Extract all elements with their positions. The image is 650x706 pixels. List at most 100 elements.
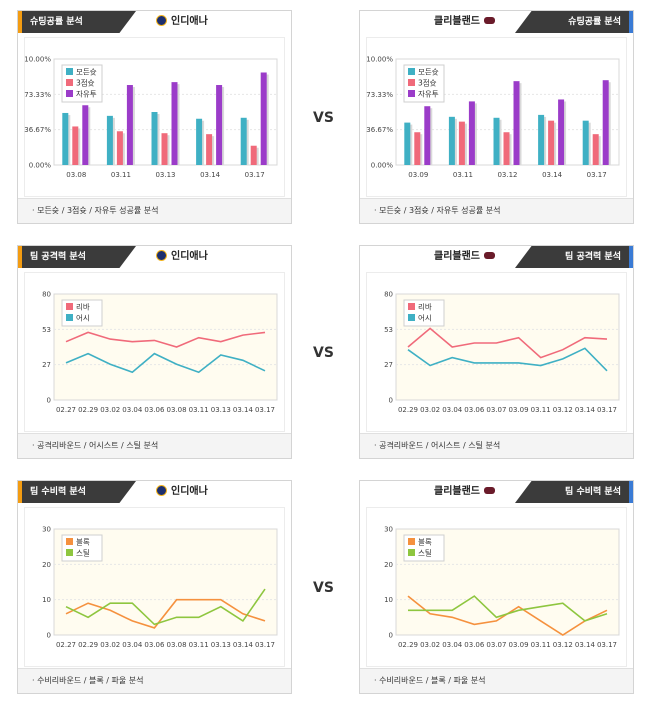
y-tick-label: 53 — [384, 326, 393, 334]
series-line-어시 — [65, 352, 266, 374]
bar-자유투 — [216, 85, 223, 165]
bar-3점슛 — [592, 134, 599, 165]
bar-3점슛 — [206, 134, 213, 165]
x-tick-label: 03.17 — [587, 171, 607, 179]
y-tick-label: 20 — [384, 561, 393, 569]
pacers-logo-icon — [156, 485, 167, 496]
bar-자유투 — [424, 106, 431, 165]
x-tick-label: 03.04 — [442, 641, 463, 649]
panel-footer-note: · 모든슛 / 3점슛 / 자유투 성공률 분석 — [18, 198, 291, 223]
x-tick-label: 02.29 — [78, 406, 98, 414]
legend-label: 3점슛 — [418, 78, 437, 88]
x-tick-label: 03.07 — [486, 406, 506, 414]
series-line-리바 — [65, 331, 266, 348]
legend-label: 블록 — [418, 538, 432, 547]
x-tick-label: 02.29 — [78, 641, 98, 649]
team-name: 클리블랜드 — [434, 246, 495, 268]
x-tick-label: 03.12 — [497, 171, 517, 179]
panel-header: 슈팅공률 분석 인디애나 — [18, 11, 291, 33]
y-tick-label: 0 — [389, 632, 393, 640]
x-tick-label: 03.13 — [211, 641, 231, 649]
bar-자유투 — [513, 81, 520, 165]
x-tick-label: 03.13 — [155, 171, 175, 179]
x-tick-label: 03.02 — [100, 406, 120, 414]
defense-panel-right: 팀 수비력 분석 클리블랜드 30 20 10 0 02.29 03.02 03.04 03.06… — [359, 480, 634, 694]
panel-footer-note: · 공격리바운드 / 어시스트 / 스틸 분석 — [18, 433, 291, 458]
series-line-스틸 — [408, 595, 608, 622]
bar-자유투 — [468, 101, 475, 165]
y-tick-label: 30 — [384, 526, 393, 534]
vs-label: VS — [313, 345, 334, 361]
team-name: 인디애나 — [156, 481, 208, 503]
legend-swatch — [66, 538, 73, 545]
chart-area: 30 20 10 0 02.27 02.29 03.02 03.04 03.06 03.08 03.… — [24, 507, 285, 667]
x-tick-label: 02.29 — [398, 641, 418, 649]
section-title: 팀 공격력 분석 — [515, 246, 633, 268]
legend-label: 모든슛 — [76, 68, 97, 77]
x-tick-label: 03.07 — [486, 641, 506, 649]
x-tick-label: 03.17 — [255, 641, 275, 649]
legend-swatch — [408, 314, 415, 321]
legend-label: 스틸 — [76, 549, 90, 558]
y-tick-label: 36.67% — [366, 126, 393, 134]
team-name: 클리블랜드 — [434, 481, 495, 503]
bar-자유투 — [558, 99, 565, 165]
panel-header: 슈팅공률 분석 클리블랜드 — [360, 11, 633, 33]
team-name-text: 클리블랜드 — [434, 251, 480, 262]
x-tick-label: 03.17 — [245, 171, 265, 179]
x-tick-label: 03.11 — [531, 406, 551, 414]
team-name-text: 인디애나 — [171, 16, 208, 27]
x-tick-label: 03.11 — [453, 171, 473, 179]
x-tick-label: 03.08 — [167, 641, 187, 649]
y-tick-label: 73.33% — [24, 91, 51, 99]
x-tick-label: 03.12 — [553, 406, 573, 414]
x-tick-label: 03.17 — [255, 406, 275, 414]
y-tick-label: 20 — [42, 561, 51, 569]
x-tick-label: 03.09 — [509, 406, 529, 414]
bar-3점슛 — [503, 132, 510, 165]
x-tick-label: 03.09 — [408, 171, 428, 179]
x-tick-label: 03.14 — [575, 641, 596, 649]
chart-svg: 110.00% 73.33% 36.67% 0.00% 03.08 03.11 03.13 0… — [24, 56, 278, 179]
y-tick-label: 0 — [47, 632, 51, 640]
bar-모든슛 — [582, 120, 589, 165]
x-tick-label: 03.06 — [464, 406, 485, 414]
legend-label: 블록 — [76, 538, 90, 547]
bar-자유투 — [82, 105, 89, 165]
bar-3점슛 — [72, 126, 79, 165]
chart-area: 110.00% 73.33% 36.67% 0.00% 03.08 03.11 03.13 0… — [24, 37, 285, 197]
legend-label: 3점슛 — [76, 78, 95, 88]
legend-swatch — [408, 90, 415, 97]
y-tick-label: 73.33% — [366, 91, 393, 99]
chart-area: 30 20 10 0 02.29 03.02 03.04 03.06 03.07 03.09 03.… — [366, 507, 627, 667]
bar-모든슛 — [151, 112, 158, 165]
x-tick-label: 03.11 — [111, 171, 131, 179]
shooting-panel-left: 슈팅공률 분석 인디애나 110.00% 73.33% 36.67% 0.00% 03.08… — [17, 10, 292, 224]
pacers-logo-icon — [156, 15, 167, 26]
defense-panel-left: 팀 수비력 분석 인디애나 30 20 10 0 02.27 02.29 03.02 03.04 0… — [17, 480, 292, 694]
x-tick-label: 03.17 — [597, 406, 617, 414]
bar-모든슛 — [196, 118, 203, 165]
section-title: 팀 수비력 분석 — [18, 481, 136, 503]
team-name: 인디애나 — [156, 11, 208, 33]
y-tick-label: 110.00% — [24, 56, 51, 64]
team-name-text: 인디애나 — [171, 486, 208, 497]
vs-label: VS — [313, 580, 334, 596]
legend-swatch — [408, 538, 415, 545]
x-tick-label: 03.14 — [542, 171, 563, 179]
panel-header: 팀 공격력 분석 인디애나 — [18, 246, 291, 268]
legend-swatch — [66, 90, 73, 97]
y-tick-label: 0.00% — [371, 162, 394, 170]
team-name-text: 클리블랜드 — [434, 486, 480, 497]
legend-swatch — [66, 549, 73, 556]
panel-footer-note: · 공격리바운드 / 어시스트 / 스틸 분석 — [360, 433, 633, 458]
x-tick-label: 03.09 — [509, 641, 529, 649]
x-tick-label: 03.17 — [597, 641, 617, 649]
section-title: 슈팅공률 분석 — [18, 11, 136, 33]
x-tick-label: 03.06 — [144, 641, 165, 649]
offense-panel-right: 팀 공격력 분석 클리블랜드 80 53 27 0 02.29 03.02 03.04 03.06… — [359, 245, 634, 459]
team-name-text: 인디애나 — [171, 251, 208, 262]
team-name-text: 클리블랜드 — [434, 16, 480, 27]
